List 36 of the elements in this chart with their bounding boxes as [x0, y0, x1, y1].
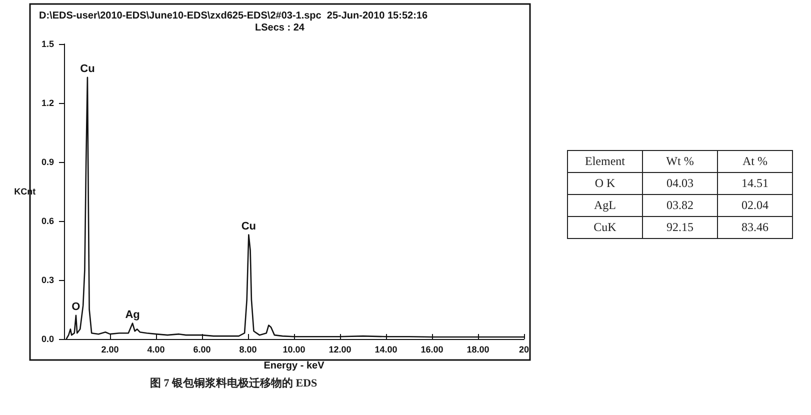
y-tick-label: 1.5 — [41, 39, 54, 49]
text: O K — [568, 172, 642, 194]
text: 02.04 — [718, 194, 792, 216]
category-label: Element — [568, 150, 642, 172]
y-tick-label: 1.2 — [41, 98, 54, 108]
x-tick-label: 12.00 — [328, 344, 352, 354]
x-tick-label: 20 — [518, 344, 530, 354]
x-tick-label: 14.00 — [374, 344, 398, 354]
text: 92.15 — [642, 216, 718, 238]
x-tick-label: 18.00 — [466, 344, 490, 354]
text: 83.46 — [718, 216, 792, 238]
chart-subtitle: LSecs : 24 — [255, 22, 305, 34]
caption: 图 7 银包铜浆料电极迁移物的 EDS — [150, 376, 318, 390]
annotation: Cu — [80, 62, 95, 75]
text: 14.51 — [718, 172, 792, 194]
y-tick-label: 0.0 — [41, 334, 54, 344]
annotation: Cu — [241, 220, 256, 232]
category-label: At % — [718, 150, 792, 172]
category-label: Wt % — [642, 150, 718, 172]
text: 04.03 — [642, 172, 718, 194]
text: 03.82 — [642, 194, 718, 216]
y-tick-label: 0.3 — [41, 275, 54, 285]
x-axis-title: Energy - keV — [264, 360, 325, 372]
x-tick-label: 4.00 — [147, 344, 165, 354]
text: CuK — [568, 216, 642, 238]
x-tick-label: 16.00 — [420, 344, 444, 354]
annotation: O — [72, 300, 81, 313]
x-tick-label: 8.00 — [239, 344, 257, 354]
y-tick-label: 0.6 — [41, 216, 54, 226]
y-tick-label: 0.9 — [41, 157, 54, 167]
x-tick-label: 6.00 — [193, 344, 211, 354]
x-tick-label: 10.00 — [282, 344, 306, 354]
chart-title: D:\EDS-user\2010-EDS\June10-EDS\zxd625-EDS\2#03-1.spc 25-Jun-2010 15:52:16 — [39, 10, 428, 22]
annotation: Ag — [125, 308, 140, 321]
text: AgL — [568, 194, 642, 216]
x-tick-label: 2.00 — [101, 344, 119, 354]
